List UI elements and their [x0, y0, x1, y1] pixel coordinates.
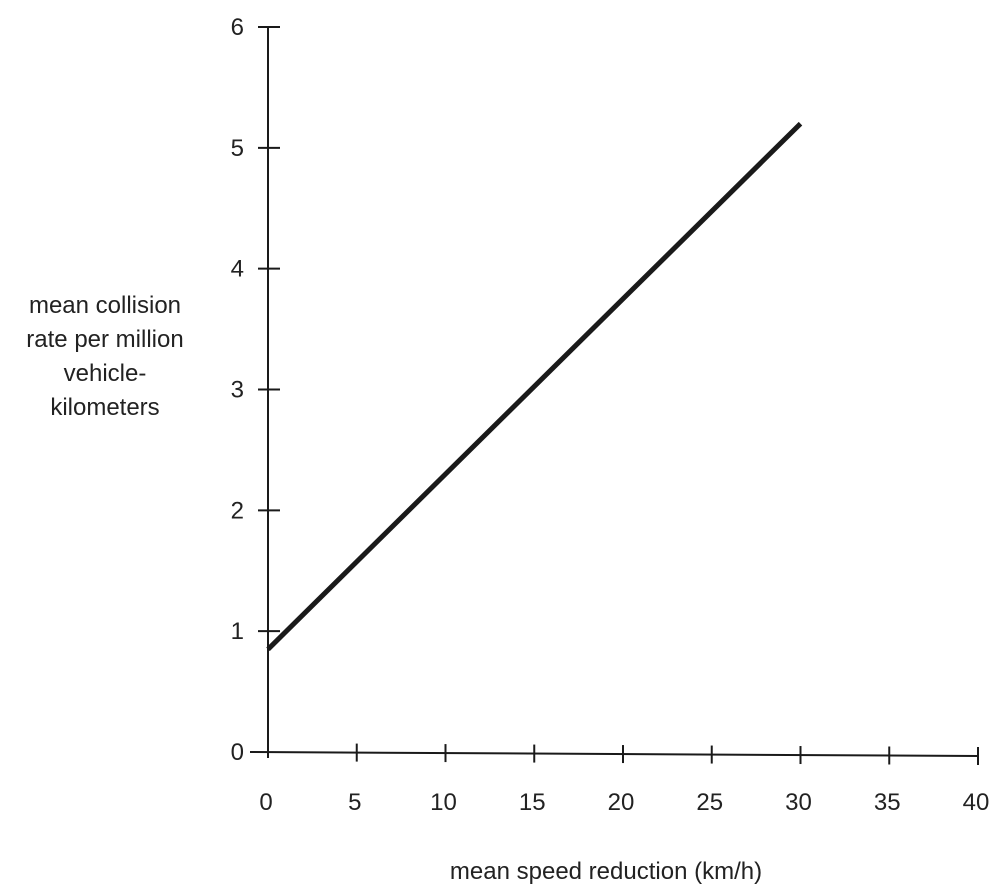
- series-line: [266, 121, 803, 652]
- x-tick-label: 40: [963, 789, 990, 816]
- x-tick-label: 10: [430, 789, 457, 816]
- y-tick-label: 6: [231, 14, 244, 41]
- x-tick-label: 5: [348, 789, 361, 816]
- y-tick-label: 2: [231, 497, 244, 524]
- y-axis-title-line-1: mean collision: [29, 292, 181, 319]
- x-tick-label: 15: [519, 789, 546, 816]
- x-axis-title: mean speed reduction (km/h): [450, 858, 762, 885]
- x-axis-line: [249, 751, 979, 757]
- series-group: [266, 121, 803, 652]
- y-axis-title: mean collision rate per million vehicle-…: [26, 292, 183, 421]
- y-tick-label: 0: [231, 739, 244, 766]
- y-axis-title-line-4: kilometers: [50, 394, 159, 421]
- y-axis-title-line-3: vehicle-: [64, 360, 147, 387]
- x-tick-label: 30: [785, 789, 812, 816]
- y-ticks: 0 1 2 3 4 5 6: [231, 14, 280, 766]
- x-tick-label: 35: [874, 789, 901, 816]
- x-tick-label: 20: [608, 789, 635, 816]
- x-ticks: 0 5 10 15 20 25 30 35 40: [259, 743, 990, 816]
- y-axis-title-line-2: rate per million: [26, 326, 183, 353]
- y-tick-label: 5: [231, 135, 244, 162]
- axes: [249, 27, 979, 758]
- y-tick-label: 4: [231, 256, 244, 283]
- x-tick-label: 0: [259, 789, 272, 816]
- y-tick-label: 3: [231, 377, 244, 404]
- y-tick-label: 1: [231, 618, 244, 645]
- x-tick-label: 25: [696, 789, 723, 816]
